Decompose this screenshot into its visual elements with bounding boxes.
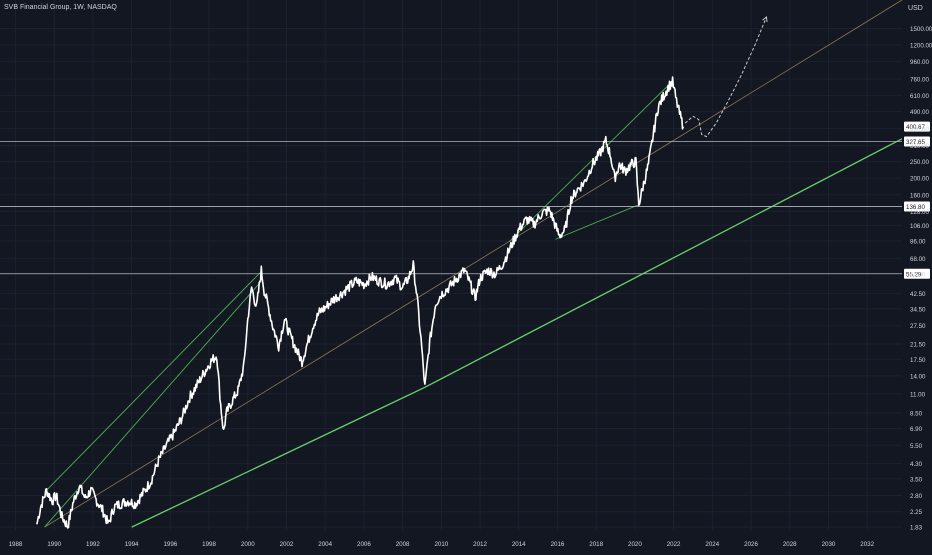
price-label-box <box>904 201 930 212</box>
x-tick-label: 2030 <box>822 541 836 548</box>
x-tick-label: 2004 <box>318 541 332 548</box>
y-tick-label: 17.50 <box>910 357 926 364</box>
grid <box>0 0 902 530</box>
x-tick-label: 1988 <box>9 541 23 548</box>
x-tick-label: 1996 <box>163 541 177 548</box>
x-tick-label: 2010 <box>434 541 448 548</box>
x-tick-label: 1998 <box>202 541 216 548</box>
y-tick-label: 27.50 <box>910 323 926 330</box>
x-tick-label: 2028 <box>783 541 797 548</box>
price-line <box>36 76 685 529</box>
x-tick-label: 2000 <box>241 541 255 548</box>
trendlines <box>44 0 903 528</box>
y-tick-label: 250.00 <box>910 159 929 166</box>
projection-arrow <box>762 16 768 23</box>
trendline-channel-lower <box>555 204 639 240</box>
y-tick-label: 2.25 <box>910 509 923 516</box>
symbol-title: SVB Financial Group, 1W, NASDAQ <box>4 4 117 11</box>
x-tick-label: 1992 <box>86 541 100 548</box>
price-label: 55.29 <box>906 271 922 278</box>
x-tick-label: 2006 <box>357 541 371 548</box>
price-label-box <box>904 136 930 147</box>
y-tick-label: 21.50 <box>910 341 926 348</box>
y-tick-label: 14.00 <box>910 373 926 380</box>
price-label-box <box>904 268 930 279</box>
price-label: 327.65 <box>906 139 925 146</box>
price-series <box>36 76 685 529</box>
y-tick-label: 390.00 <box>910 126 929 133</box>
y-tick-label: 1.83 <box>910 525 923 532</box>
x-tick-label: 2024 <box>705 541 719 548</box>
x-tick-label: 2018 <box>589 541 603 548</box>
y-tick-label: 960.00 <box>910 59 929 66</box>
y-tick-label: 6.90 <box>910 426 923 433</box>
x-tick-label: 2008 <box>396 541 410 548</box>
y-tick-label: 42.50 <box>910 291 926 298</box>
x-tick-label: 2014 <box>512 541 526 548</box>
y-tick-label: 86.00 <box>910 238 926 245</box>
trendline-mid <box>44 0 903 528</box>
y-tick-label: 11.00 <box>910 391 926 398</box>
x-tick-label: 2002 <box>280 541 294 548</box>
projection <box>684 16 768 138</box>
y-tick-label: 106.00 <box>910 223 929 230</box>
x-tick-label: 2016 <box>551 541 565 548</box>
y-tick-label: 4.30 <box>910 461 923 468</box>
y-tick-label: 1200.00 <box>910 43 932 50</box>
trendline-channel-upper <box>46 271 262 491</box>
y-tick-label: 55.00 <box>910 272 926 279</box>
axes: USD 1500.00 1200.00 960.00 760.00 610.00 490.… <box>9 5 932 548</box>
y-tick-label: 8.50 <box>910 410 923 417</box>
y-tick-label: 610.00 <box>910 93 929 100</box>
currency-label: USD <box>908 5 923 12</box>
x-tick-label: 2012 <box>473 541 487 548</box>
y-tick-label: 128.00 <box>910 209 929 216</box>
trendline-channel-upper <box>508 81 672 243</box>
x-tick-label: 2020 <box>628 541 642 548</box>
y-tick-label: 490.00 <box>910 109 929 116</box>
y-tick-label: 160.00 <box>910 192 929 199</box>
horizontal-levels: 400.67 327.65 136.80 55.29 <box>0 121 930 279</box>
price-label: 136.80 <box>906 204 925 211</box>
y-tick-label: 34.50 <box>910 306 926 313</box>
x-tick-label: 2032 <box>860 541 874 548</box>
y-tick-label: 3.50 <box>910 476 923 483</box>
y-tick-label: 200.00 <box>910 176 929 183</box>
trendline-long-support <box>131 386 426 528</box>
x-tick-label: 1994 <box>125 541 139 548</box>
price-label-box <box>904 121 930 132</box>
trendline-long-support <box>424 138 903 388</box>
y-tick-label: 2.80 <box>910 493 923 500</box>
x-tick-label: 2026 <box>744 541 758 548</box>
projection-path <box>684 16 767 138</box>
x-tick-label: 2022 <box>667 541 681 548</box>
y-tick-label: 5.50 <box>910 443 923 450</box>
y-tick-label: 1500.00 <box>910 26 932 33</box>
y-tick-label: 310.00 <box>910 143 929 150</box>
x-tick-label: 1990 <box>47 541 61 548</box>
y-tick-label: 760.00 <box>910 76 929 83</box>
y-tick-label: 68.00 <box>910 256 926 263</box>
price-label: 400.67 <box>906 124 925 131</box>
